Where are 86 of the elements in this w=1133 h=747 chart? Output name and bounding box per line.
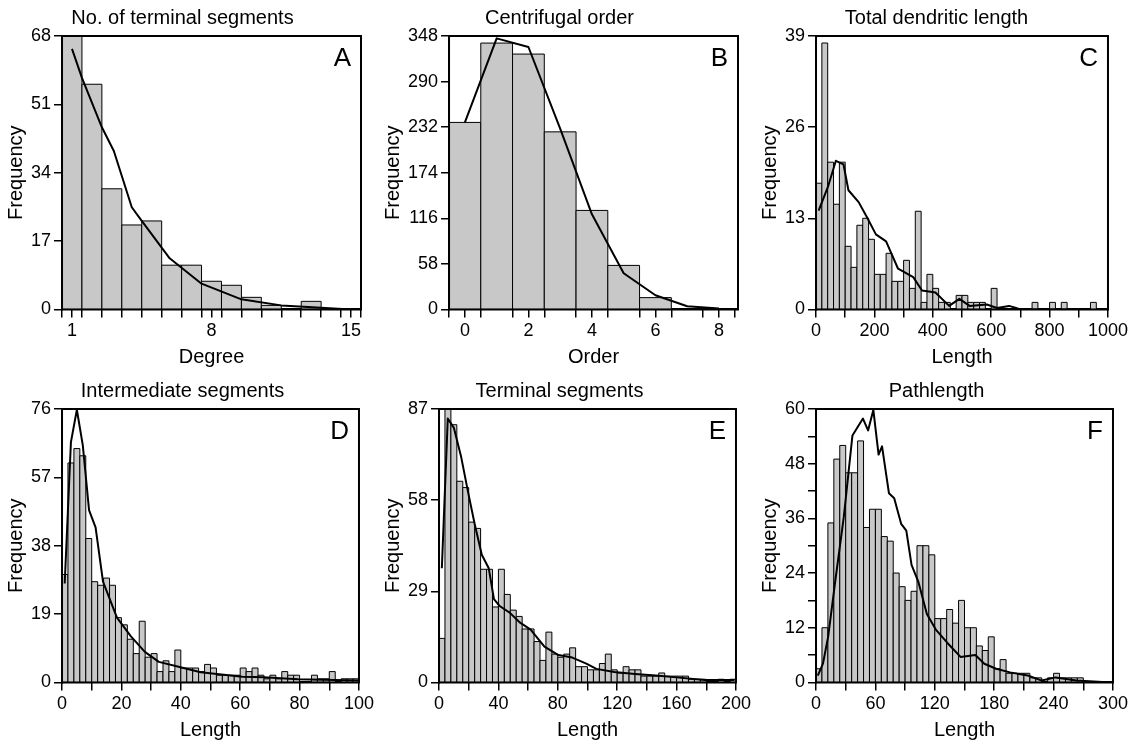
x-tick-label: 8 xyxy=(206,320,217,341)
x-tick-label: 6 xyxy=(650,320,661,341)
y-tick-label: 290 xyxy=(407,70,439,91)
y-tick-label: 19 xyxy=(30,603,52,624)
y-tick-label: 58 xyxy=(418,252,439,273)
annotation: C xyxy=(1079,42,1098,73)
y-tick-label: 60 xyxy=(784,397,806,418)
x-tick-label: 300 xyxy=(1097,693,1129,714)
y-tick-label: 29 xyxy=(407,580,429,601)
x-tick-label: 60 xyxy=(230,693,251,714)
x-tick-label: 4 xyxy=(586,320,597,341)
y-axis-title: Frequency xyxy=(757,498,780,593)
chart-title: Centrifugal order xyxy=(485,5,635,28)
y-tick-label: 13 xyxy=(784,207,806,228)
y-tick-label: 174 xyxy=(407,161,439,182)
x-tick-label: 1000 xyxy=(1087,320,1128,341)
annotation: D xyxy=(330,415,349,446)
x-tick-label: 0 xyxy=(811,320,822,341)
x-tick-label: 120 xyxy=(602,693,633,714)
x-tick-label: 100 xyxy=(343,693,375,714)
x-tick-label: 40 xyxy=(488,693,509,714)
y-tick-label: 0 xyxy=(795,298,806,319)
annotation: A xyxy=(333,42,352,73)
y-axis-title: Frequency xyxy=(380,498,403,593)
y-tick-label: 348 xyxy=(407,24,439,45)
x-axis-title: Order xyxy=(567,344,620,367)
annotation: F xyxy=(1087,415,1103,446)
y-tick-label: 58 xyxy=(407,489,429,510)
x-tick-label: 60 xyxy=(865,693,886,714)
x-tick-label: 1 xyxy=(66,320,77,341)
x-tick-label: 800 xyxy=(1034,320,1065,341)
x-axis-title: Length xyxy=(179,717,242,740)
y-tick-label: 48 xyxy=(784,452,806,473)
y-tick-label: 17 xyxy=(30,230,52,251)
y-tick-label: 0 xyxy=(41,298,52,319)
x-tick-label: 2 xyxy=(523,320,534,341)
x-axis-title: Degree xyxy=(178,344,245,367)
y-tick-label: 24 xyxy=(784,562,806,583)
y-tick-label: 116 xyxy=(409,207,439,228)
y-axis-title: Frequency xyxy=(757,125,780,220)
x-tick-label: 40 xyxy=(170,693,191,714)
x-tick-label: 15 xyxy=(341,320,362,341)
y-axis-title: Frequency xyxy=(3,125,26,220)
x-tick-label: 80 xyxy=(289,693,310,714)
y-axis-title: Frequency xyxy=(3,498,26,593)
x-tick-label: 8 xyxy=(713,320,724,341)
y-tick-label: 12 xyxy=(784,616,806,637)
y-tick-label: 34 xyxy=(30,161,52,182)
y-tick-label: 57 xyxy=(30,466,52,487)
y-tick-label: 232 xyxy=(407,116,439,137)
y-tick-label: 0 xyxy=(795,671,806,692)
x-tick-label: 180 xyxy=(979,693,1010,714)
x-tick-label: 0 xyxy=(459,320,470,341)
x-tick-label: 200 xyxy=(720,693,752,714)
y-tick-label: 0 xyxy=(41,671,52,692)
x-tick-label: 0 xyxy=(811,693,822,714)
x-axis-title: Length xyxy=(556,717,619,740)
x-tick-label: 20 xyxy=(111,693,132,714)
x-tick-label: 0 xyxy=(57,693,68,714)
x-tick-label: 120 xyxy=(919,693,950,714)
chart-title: Pathlength xyxy=(888,378,985,401)
x-tick-label: 160 xyxy=(661,693,692,714)
y-axis-title: Frequency xyxy=(380,125,403,220)
chart-title: Terminal segments xyxy=(475,378,644,401)
x-axis-title: Length xyxy=(933,717,996,740)
x-tick-label: 400 xyxy=(917,320,948,341)
y-tick-label: 39 xyxy=(784,24,806,45)
chart-title: Total dendritic length xyxy=(844,5,1029,28)
y-tick-label: 68 xyxy=(30,24,52,45)
x-tick-label: 240 xyxy=(1038,693,1069,714)
y-tick-label: 38 xyxy=(30,534,52,555)
y-tick-label: 26 xyxy=(784,116,806,137)
chart-title: Intermediate segments xyxy=(80,378,285,401)
y-tick-label: 87 xyxy=(407,397,429,418)
y-tick-label: 36 xyxy=(784,507,806,528)
y-tick-label: 76 xyxy=(30,397,52,418)
x-tick-label: 200 xyxy=(859,320,890,341)
y-tick-label: 0 xyxy=(418,671,429,692)
y-tick-label: 0 xyxy=(428,298,439,319)
annotation: B xyxy=(710,42,728,73)
x-tick-label: 600 xyxy=(976,320,1007,341)
x-axis-title: Length xyxy=(931,344,993,367)
annotation: E xyxy=(708,415,726,446)
x-tick-label: 80 xyxy=(547,693,568,714)
chart-title: No. of terminal segments xyxy=(71,5,294,28)
y-tick-label: 51 xyxy=(30,93,52,114)
